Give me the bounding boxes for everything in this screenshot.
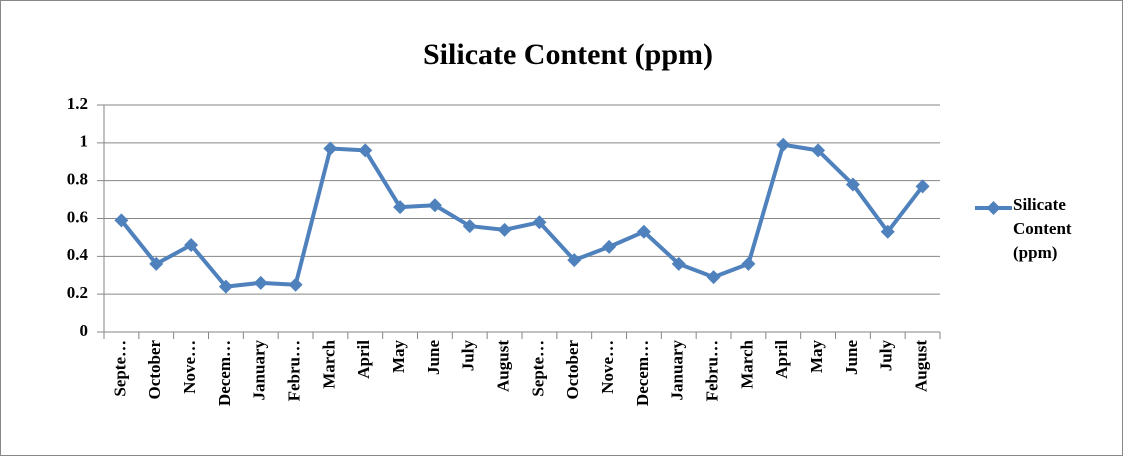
x-tick-label: Nove… (598, 340, 617, 394)
x-tick-label: Febru… (702, 340, 721, 401)
legend-marker (986, 201, 1001, 215)
marker (741, 256, 756, 271)
marker (671, 256, 686, 271)
x-tick-label: April (772, 340, 791, 379)
marker (358, 143, 373, 158)
marker (462, 219, 477, 234)
marker (253, 275, 268, 290)
marker (636, 224, 651, 239)
x-tick-label: May (389, 340, 408, 374)
legend-label: Silicate Content (ppm) (1013, 195, 1072, 262)
x-tick-label: March (737, 339, 756, 388)
marker (880, 224, 895, 239)
marker (567, 253, 582, 268)
marker (497, 222, 512, 237)
marker (218, 279, 233, 294)
y-tick-label: 0.8 (67, 170, 88, 189)
x-tick-label: June (424, 340, 443, 375)
marker (811, 143, 826, 158)
y-tick-label: 0.4 (67, 245, 89, 264)
y-tick-label: 0.2 (67, 283, 88, 302)
y-tick-label: 0.6 (67, 207, 88, 226)
marker (706, 270, 721, 285)
x-tick-label: August (493, 340, 512, 392)
y-tick-label: 0 (80, 321, 89, 340)
x-tick-label: January (250, 340, 269, 401)
x-tick-label: July (877, 340, 896, 372)
x-tick-label: Decem… (633, 340, 652, 406)
marker (184, 237, 199, 252)
marker (114, 213, 129, 228)
x-tick-label: June (842, 340, 861, 375)
marker (427, 198, 442, 213)
marker (323, 141, 338, 156)
marker (845, 177, 860, 192)
marker (393, 200, 408, 215)
x-tick-label: Febru… (284, 340, 303, 401)
x-tick-label: October (563, 340, 582, 400)
marker (532, 215, 547, 230)
x-tick-label: May (807, 340, 826, 374)
chart-title: Silicate Content (ppm) (423, 38, 713, 71)
marker (602, 239, 617, 254)
marker (288, 277, 303, 292)
x-tick-label: Septe… (528, 340, 547, 397)
marker (776, 137, 791, 152)
x-tick-label: July (459, 340, 478, 372)
x-tick-label: Nove… (180, 340, 199, 394)
y-tick-label: 1.2 (67, 94, 88, 113)
x-tick-label: January (668, 340, 687, 401)
x-tick-label: April (354, 340, 373, 379)
x-tick-label: October (145, 340, 164, 400)
x-tick-label: Septe… (110, 340, 129, 397)
marker (149, 256, 164, 271)
x-tick-label: Decem… (215, 340, 234, 406)
x-tick-label: March (319, 339, 338, 388)
y-tick-label: 1 (80, 132, 89, 151)
marker (915, 179, 930, 194)
x-tick-label: August (911, 340, 930, 392)
